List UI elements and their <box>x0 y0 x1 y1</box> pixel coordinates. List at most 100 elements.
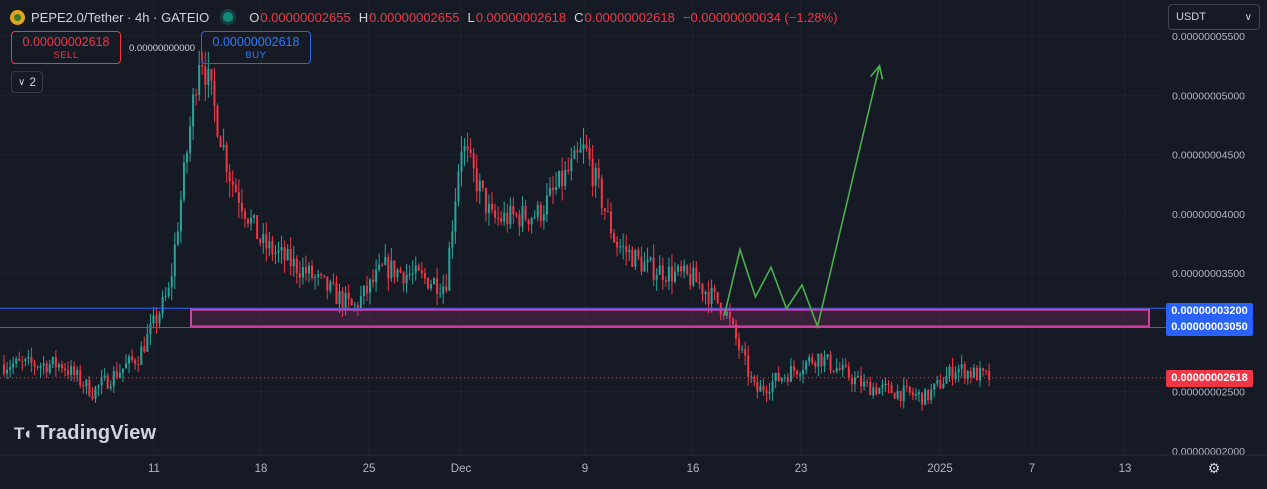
candle-body <box>451 231 454 248</box>
projection-arrowhead <box>870 63 884 80</box>
candle-body <box>85 379 88 387</box>
candle-body <box>430 284 432 289</box>
candle-body <box>643 262 646 272</box>
currency-select[interactable]: USDT ∨ <box>1168 4 1260 30</box>
candle-body <box>170 276 173 288</box>
candle-body <box>500 218 503 222</box>
candle-body <box>594 167 597 186</box>
candle-body <box>60 364 63 369</box>
candle-body <box>54 357 57 368</box>
indicators-toggle[interactable]: ∨ 2 <box>11 71 43 93</box>
price-tick-label: 0.00000003500 <box>1172 268 1245 280</box>
candle-body <box>372 279 375 283</box>
tradingview-watermark: T◖ TradingView <box>14 422 156 445</box>
candle-body <box>591 158 594 186</box>
candle-body <box>311 265 314 279</box>
candle-body <box>42 363 45 366</box>
candle-body <box>552 187 554 191</box>
candle-body <box>277 250 280 253</box>
candle-body <box>744 349 747 356</box>
candle-body <box>420 270 423 273</box>
candle-body <box>24 358 27 362</box>
candle-body <box>930 389 933 401</box>
sell-button[interactable]: 0.00000002618 SELL <box>11 31 121 64</box>
candle-body <box>841 364 844 371</box>
candle-body <box>939 379 942 389</box>
candle-body <box>628 250 631 253</box>
candle-body <box>67 370 70 375</box>
candle-body <box>353 304 356 306</box>
candle-body <box>387 256 390 279</box>
candle-body <box>768 391 771 394</box>
candle-body <box>686 265 689 274</box>
settings-gear-icon[interactable]: ⚙ <box>1207 460 1221 476</box>
candle-body <box>674 271 676 282</box>
candle-body <box>606 211 609 213</box>
candle-body <box>689 273 692 286</box>
candle-body <box>448 247 451 291</box>
candle-body <box>838 368 841 371</box>
candle-body <box>466 146 469 150</box>
candle-body <box>457 171 460 202</box>
candle-body <box>231 181 234 185</box>
candle-body <box>240 202 243 212</box>
candle-body <box>155 315 158 324</box>
candle-body <box>738 338 741 350</box>
candle-body <box>356 304 359 309</box>
candle-body <box>433 278 436 285</box>
candle-body <box>716 291 719 303</box>
candle-body <box>88 379 91 396</box>
candle-body <box>741 349 744 351</box>
candle-body <box>128 356 131 364</box>
candle-body <box>70 366 73 375</box>
candle-body <box>655 274 658 280</box>
candle-body <box>622 245 625 247</box>
candle-body <box>186 152 188 163</box>
candle-body <box>506 212 509 225</box>
candle-body <box>216 105 219 137</box>
candle-body <box>27 356 30 359</box>
candle-body <box>390 260 393 279</box>
candle-body <box>988 370 991 380</box>
candle-body <box>234 184 237 192</box>
candle-body <box>384 256 387 265</box>
candle-body <box>152 315 155 324</box>
candle-body <box>887 383 890 385</box>
candle-body <box>161 296 164 314</box>
candle-body <box>771 381 774 392</box>
close-label: C <box>574 9 584 25</box>
candle-body <box>48 364 51 373</box>
candle-body <box>579 149 582 153</box>
price-tick-label: 0.00000005500 <box>1172 31 1245 43</box>
candle-body <box>213 80 216 106</box>
candle-body <box>564 170 567 187</box>
candle-body <box>512 205 515 215</box>
candle-body <box>536 204 539 217</box>
buy-label: BUY <box>245 50 267 61</box>
market-status-icon[interactable] <box>223 12 234 22</box>
candle-body <box>600 178 603 209</box>
candle-body <box>948 366 951 376</box>
candle-body <box>320 274 323 276</box>
candle-body <box>82 385 85 387</box>
buy-button[interactable]: 0.00000002618 BUY <box>201 31 311 64</box>
candle-body <box>985 370 988 372</box>
candle-body <box>701 283 704 295</box>
candle-body <box>975 367 978 381</box>
candle-body <box>15 358 18 364</box>
candle-body <box>411 272 414 275</box>
candle-body <box>649 257 652 260</box>
candle-body <box>585 144 588 149</box>
candle-body <box>469 149 472 153</box>
candle-body <box>872 387 875 396</box>
candle-body <box>33 363 36 367</box>
high-value: 0.00000002655 <box>369 9 460 25</box>
candle-body <box>250 217 253 224</box>
symbol-title[interactable]: PEPE2.0/Tether · 4h · GATEIO <box>31 9 210 25</box>
candle-body <box>802 370 805 375</box>
candle-body <box>814 362 817 367</box>
candle-body <box>780 378 783 381</box>
candle-body <box>347 292 350 299</box>
